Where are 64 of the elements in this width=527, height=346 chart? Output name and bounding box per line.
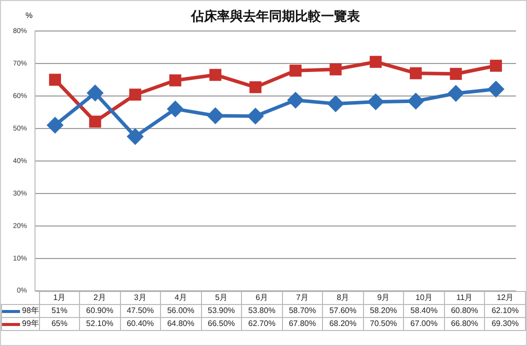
y-axis-title: % xyxy=(25,11,33,20)
data-label: 67.00% xyxy=(404,317,444,330)
point xyxy=(169,74,182,86)
data-label: 62.10% xyxy=(484,304,526,318)
point xyxy=(410,67,422,80)
data-label: 66.50% xyxy=(201,317,242,330)
data-label: 66.80% xyxy=(444,317,485,330)
point xyxy=(87,85,103,101)
point xyxy=(368,94,384,110)
point xyxy=(330,63,342,76)
point xyxy=(127,128,143,144)
legend-label: 98年 xyxy=(22,306,39,316)
x-tick-label: 9月 xyxy=(363,291,404,304)
data-label: 67.80% xyxy=(282,317,323,330)
point xyxy=(168,101,184,117)
point xyxy=(448,86,464,102)
data-label: 60.90% xyxy=(79,304,120,318)
point xyxy=(47,117,63,133)
point xyxy=(249,81,262,94)
data-label: 68.20% xyxy=(322,317,364,330)
data-label: 53.80% xyxy=(242,304,282,318)
x-tick-label: 5月 xyxy=(201,291,242,304)
x-tick-label: 10月 xyxy=(404,291,444,304)
x-tick-label: 11月 xyxy=(444,291,485,304)
x-tick-label: 1月 xyxy=(39,291,80,304)
point xyxy=(488,81,504,97)
point xyxy=(290,64,302,77)
x-tick-label: 3月 xyxy=(120,291,161,304)
data-label: 52.10% xyxy=(79,317,120,330)
x-tick-label: 8月 xyxy=(322,291,364,304)
data-label: 53.90% xyxy=(201,304,242,318)
data-label: 57.60% xyxy=(322,304,364,318)
data-label: 58.40% xyxy=(404,304,444,318)
point xyxy=(209,68,222,81)
data-label: 58.20% xyxy=(363,304,404,318)
data-label: 60.80% xyxy=(444,304,485,318)
point xyxy=(370,56,382,68)
point xyxy=(450,68,462,80)
data-label: 65% xyxy=(39,317,80,330)
x-tick-label: 7月 xyxy=(282,291,323,304)
x-tick-label: 12月 xyxy=(484,291,526,304)
chart-title: 佔床率與去年同期比較一覽表 xyxy=(190,8,362,24)
data-label: 69.30% xyxy=(484,317,526,330)
x-tick-label: 4月 xyxy=(160,291,202,304)
point xyxy=(89,116,102,128)
point xyxy=(49,74,62,86)
point xyxy=(328,96,344,112)
x-tick-label: 6月 xyxy=(242,291,282,304)
point xyxy=(288,92,304,108)
point xyxy=(490,60,502,72)
data-label: 62.70% xyxy=(242,317,282,330)
point xyxy=(129,88,142,101)
data-label: 58.70% xyxy=(282,304,323,318)
x-tick-label: 2月 xyxy=(79,291,120,304)
point xyxy=(248,108,264,124)
data-label: 47.50% xyxy=(120,304,161,318)
point xyxy=(408,93,424,109)
legend-label: 99年 xyxy=(22,319,39,328)
point xyxy=(208,108,224,124)
data-label: 70.50% xyxy=(363,317,404,330)
data-label: 64.80% xyxy=(160,317,202,330)
data-label: 56.00% xyxy=(160,304,202,318)
data-label: 51% xyxy=(39,304,80,318)
data-label: 60.40% xyxy=(120,317,161,330)
